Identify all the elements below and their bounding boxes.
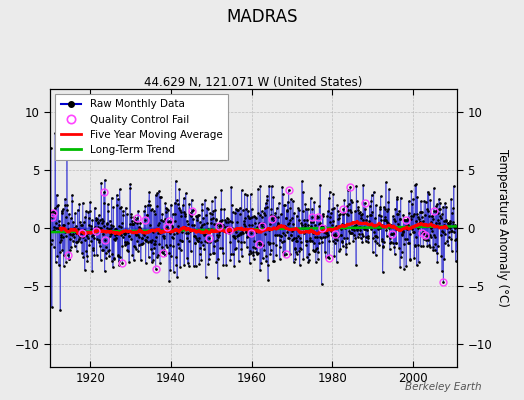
- Y-axis label: Temperature Anomaly (°C): Temperature Anomaly (°C): [496, 149, 509, 307]
- Legend: Raw Monthly Data, Quality Control Fail, Five Year Moving Average, Long-Term Tren: Raw Monthly Data, Quality Control Fail, …: [56, 94, 228, 160]
- Text: MADRAS: MADRAS: [226, 8, 298, 26]
- Title: 44.629 N, 121.071 W (United States): 44.629 N, 121.071 W (United States): [145, 76, 363, 89]
- Text: Berkeley Earth: Berkeley Earth: [406, 382, 482, 392]
